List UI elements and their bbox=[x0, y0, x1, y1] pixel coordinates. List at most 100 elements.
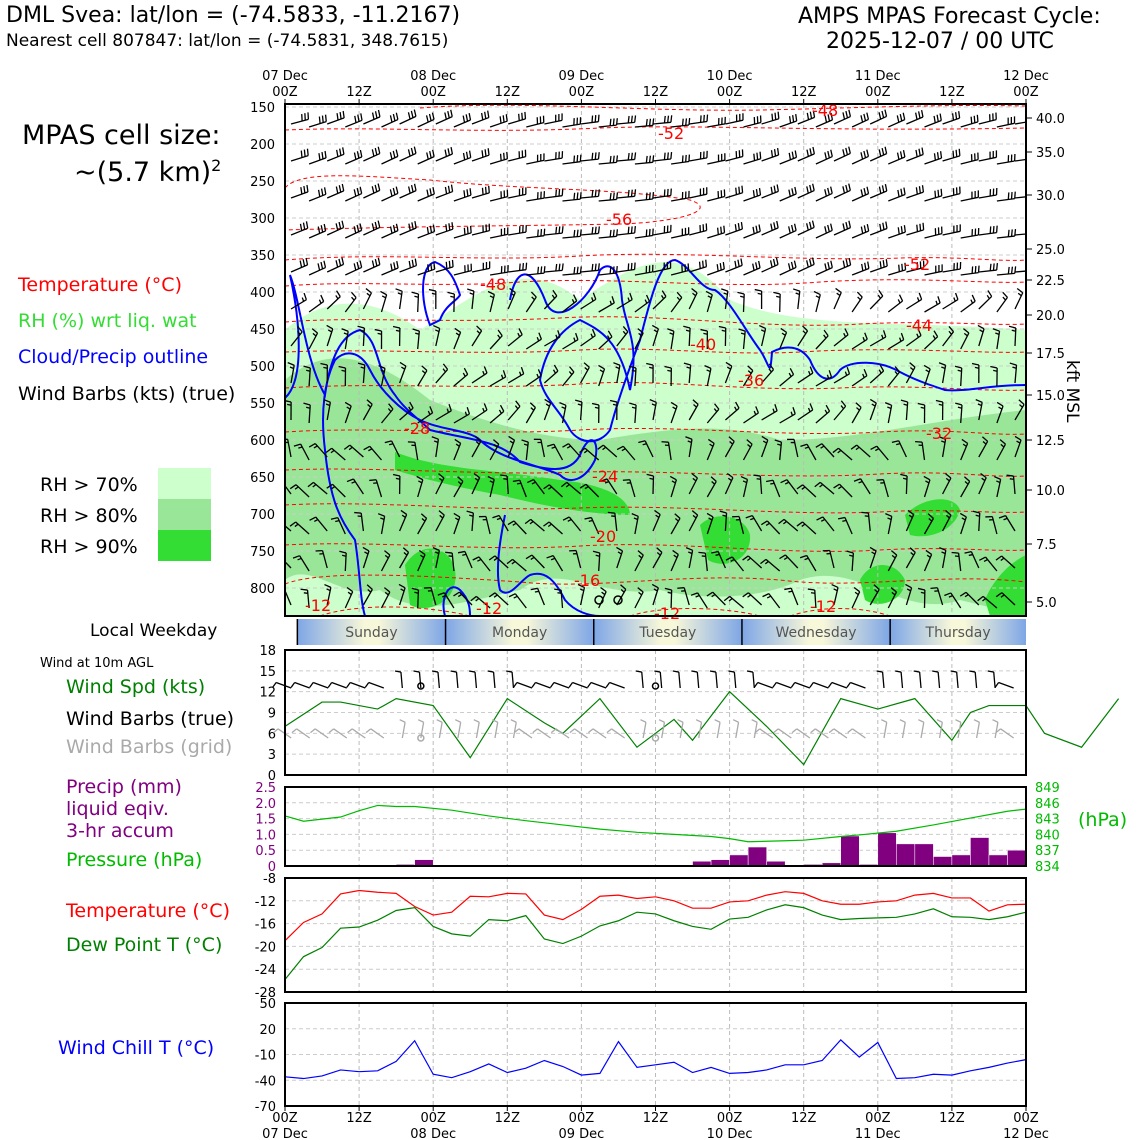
wind-barb bbox=[308, 114, 327, 128]
wind-speed-tick-label: 15 bbox=[259, 665, 276, 680]
wind-barb bbox=[706, 438, 715, 461]
wind-barb bbox=[761, 220, 779, 236]
wind-barb-grid bbox=[828, 728, 848, 739]
temp-label-9: -32 bbox=[926, 424, 952, 443]
wind-barb bbox=[530, 587, 546, 606]
wind-barb bbox=[761, 363, 775, 384]
wind-barb bbox=[683, 325, 691, 347]
wind-speed-tick-label: 3 bbox=[268, 748, 276, 763]
wind-barb bbox=[471, 148, 490, 162]
top-date-label: 10 Dec bbox=[707, 69, 753, 84]
wind-barb bbox=[833, 366, 851, 384]
wind-barb bbox=[667, 328, 675, 350]
wind-barb bbox=[634, 587, 644, 609]
wind-barb bbox=[689, 114, 709, 125]
wind-barb bbox=[562, 192, 582, 202]
wind-barb bbox=[670, 291, 683, 313]
wind-barb bbox=[743, 115, 762, 128]
wind-barb bbox=[580, 263, 600, 273]
wind-barb bbox=[884, 402, 893, 424]
cycle-time: 2025-12-07 / 00 UTC bbox=[826, 29, 1054, 54]
rh90-patch-2 bbox=[700, 516, 751, 564]
wind-barb bbox=[942, 510, 952, 532]
wind-barb bbox=[924, 296, 941, 313]
wind-barb bbox=[399, 183, 417, 199]
wind-barb-true bbox=[969, 670, 978, 689]
wind-barb bbox=[575, 399, 583, 421]
wind-barb bbox=[700, 328, 708, 350]
wind-barb-grid bbox=[847, 728, 866, 739]
wind-barb bbox=[380, 587, 391, 609]
wind-barb-true bbox=[587, 681, 607, 689]
wind-barb bbox=[544, 226, 564, 236]
wind-barb bbox=[959, 591, 980, 606]
wind-barb bbox=[753, 474, 763, 495]
wind-barb bbox=[942, 473, 952, 495]
wind-barb bbox=[488, 555, 509, 569]
wind-barb bbox=[453, 113, 472, 128]
bottom-hour-label: 12Z bbox=[939, 1111, 965, 1126]
wind-barb bbox=[616, 115, 637, 125]
wind-barb bbox=[488, 592, 509, 606]
wind-barb bbox=[861, 511, 871, 532]
wind-barb bbox=[706, 476, 717, 498]
wind-barb bbox=[526, 228, 546, 239]
wind-barb bbox=[435, 184, 454, 199]
wind-barb bbox=[833, 287, 842, 310]
wind-barb bbox=[424, 586, 437, 606]
wind-barb bbox=[915, 441, 926, 461]
wind-barb bbox=[996, 401, 1004, 424]
wind-barb bbox=[380, 550, 391, 572]
wind-barb bbox=[508, 262, 528, 273]
wind-barb bbox=[723, 595, 744, 609]
wind-barb bbox=[562, 443, 582, 458]
wind-barb bbox=[543, 398, 552, 421]
wind-barb bbox=[489, 227, 509, 239]
temperature-tick-label: -16 bbox=[255, 918, 276, 933]
wind-barb bbox=[661, 441, 672, 461]
wind-barb bbox=[598, 265, 618, 276]
wind-barb bbox=[290, 221, 309, 236]
wind-barb bbox=[363, 445, 382, 461]
wind-barb-grid bbox=[399, 719, 406, 739]
wind-barb-true bbox=[709, 670, 718, 689]
wind-barb bbox=[831, 583, 839, 606]
wind-barb bbox=[399, 221, 417, 236]
wind-barb bbox=[822, 549, 835, 569]
wind-barb bbox=[447, 291, 455, 313]
wind-barb bbox=[1006, 474, 1016, 495]
wind-barb bbox=[942, 111, 961, 125]
wind-barb bbox=[870, 445, 889, 461]
cloud-outline bbox=[285, 258, 1026, 616]
top-hour-label: 12Z bbox=[495, 85, 521, 100]
wind-barb bbox=[745, 514, 763, 532]
wind-barb bbox=[417, 365, 428, 387]
weekday-bar: Sunday Monday Tuesday Wednesday Thursday bbox=[296, 619, 1026, 645]
wind-barb bbox=[381, 186, 399, 202]
wind-barb bbox=[707, 189, 726, 202]
wind-barb-true bbox=[450, 670, 459, 689]
wind-barb bbox=[562, 266, 582, 276]
wind-barb-true bbox=[512, 681, 533, 689]
wind-barb bbox=[779, 223, 797, 239]
wind-barb bbox=[544, 263, 564, 273]
wind-barb bbox=[869, 221, 888, 236]
wind-barb bbox=[721, 288, 729, 310]
wind-barb bbox=[508, 187, 527, 199]
wind-barb-grid bbox=[791, 728, 811, 739]
wind-barb bbox=[508, 593, 527, 609]
wind-barb bbox=[562, 332, 579, 350]
wind-speed-tick-label: 12 bbox=[259, 686, 276, 701]
wind-barb bbox=[869, 330, 887, 347]
wind-barb bbox=[760, 558, 781, 572]
wind-barb bbox=[851, 369, 868, 387]
wind-barb bbox=[792, 288, 801, 310]
wind-barb bbox=[417, 262, 436, 276]
wind-barb bbox=[888, 187, 906, 202]
temp-label-6: -44 bbox=[906, 316, 932, 335]
wind-barb bbox=[629, 402, 637, 424]
wind-barb bbox=[433, 324, 441, 347]
top-hour-label: 00Z bbox=[420, 85, 446, 100]
wind-barb bbox=[669, 475, 677, 498]
